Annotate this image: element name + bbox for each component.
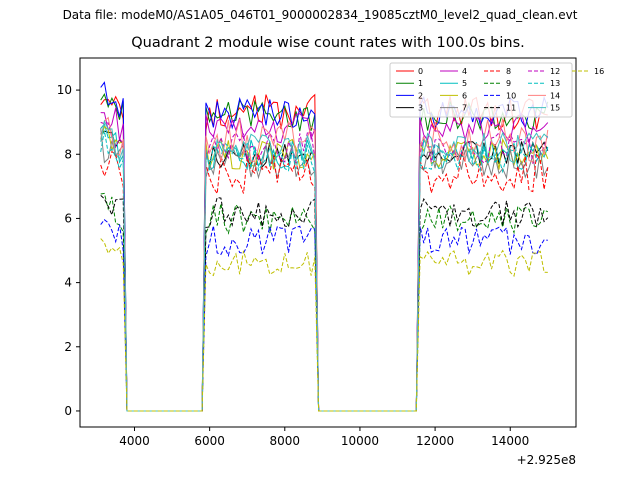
legend-label-5: 5 <box>462 79 467 88</box>
y-tick-label-0: 0 <box>64 404 72 418</box>
legend-label-7: 7 <box>462 104 467 113</box>
legend-label-2: 2 <box>418 91 423 100</box>
legend-label-12: 12 <box>550 67 560 76</box>
chart-suptitle: Data file: modeM0/AS1A05_046T01_90000028… <box>62 8 578 22</box>
x-tick-label-2: 8000 <box>270 434 301 448</box>
legend-label-10: 10 <box>506 91 516 100</box>
legend-label-0: 0 <box>418 67 423 76</box>
y-tick-label-1: 2 <box>64 340 72 354</box>
legend-label-16: 16 <box>594 67 604 76</box>
x-tick-label-5: 14000 <box>491 434 529 448</box>
series-line-12 <box>100 121 549 412</box>
series-line-0 <box>100 93 548 412</box>
x-tick-label-3: 10000 <box>341 434 379 448</box>
series-line-7 <box>100 128 549 412</box>
legend-label-11: 11 <box>506 104 516 113</box>
axes-frame <box>79 57 577 428</box>
y-tick-label-4: 8 <box>64 147 72 161</box>
legend-label-15: 15 <box>550 104 560 113</box>
legend-label-4: 4 <box>462 67 467 76</box>
legend-label-14: 14 <box>550 91 560 100</box>
y-tick-label-5: 10 <box>57 83 72 97</box>
legend-label-8: 8 <box>506 67 511 76</box>
legend-box <box>389 62 573 118</box>
series-line-13 <box>100 130 549 412</box>
x-tick-label-0: 4000 <box>119 434 150 448</box>
series-line-2 <box>100 81 549 412</box>
series-line-1 <box>100 93 549 412</box>
series-line-11 <box>100 195 549 412</box>
chart-title: Quadrant 2 module wise count rates with … <box>131 35 525 51</box>
y-tick-label-2: 4 <box>64 276 72 290</box>
legend-label-6: 6 <box>462 91 467 100</box>
legend-label-3: 3 <box>418 104 423 113</box>
legend-label-9: 9 <box>506 79 511 88</box>
x-offset-label: +2.925e8 <box>517 453 576 467</box>
series-line-16 <box>100 238 548 412</box>
x-tick-label-1: 6000 <box>194 434 225 448</box>
y-tick-label-3: 6 <box>64 211 72 225</box>
legend-label-1: 1 <box>418 79 423 88</box>
series-line-8 <box>100 150 549 412</box>
series-line-3 <box>100 130 549 412</box>
legend-label-13: 13 <box>550 79 560 88</box>
x-tick-label-4: 12000 <box>416 434 454 448</box>
series-line-10 <box>100 218 548 412</box>
series-line-9 <box>100 192 548 412</box>
